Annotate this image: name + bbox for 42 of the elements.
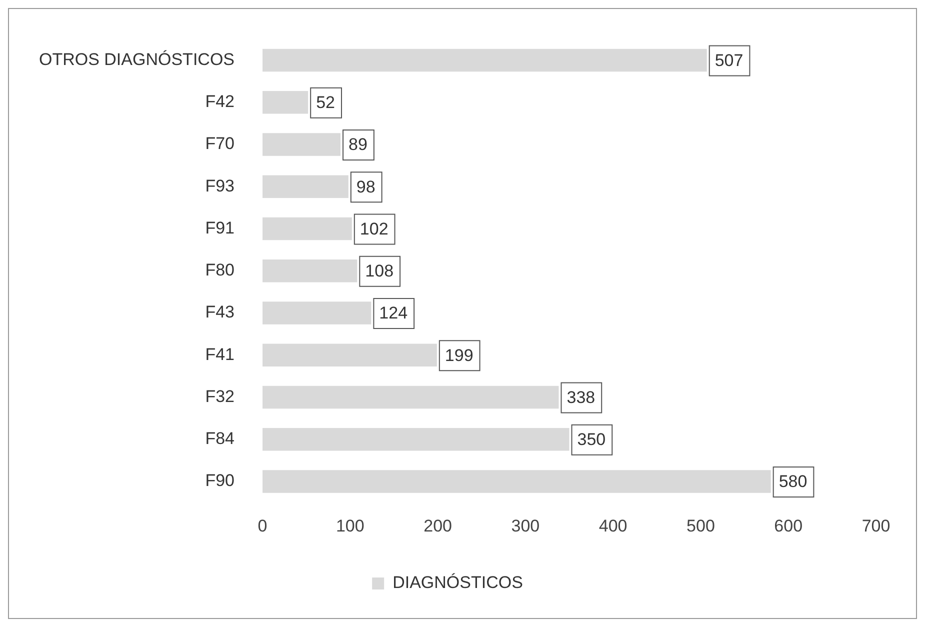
y-tick-label: F43	[205, 302, 235, 322]
y-tick-label: F90	[205, 471, 235, 490]
data-label: 580	[778, 472, 808, 492]
data-label: 98	[356, 177, 376, 196]
y-tick-label: F84	[205, 429, 235, 448]
bar	[262, 470, 771, 493]
x-tick-label: 700	[862, 516, 890, 536]
data-label: 52	[316, 93, 336, 112]
data-label: 124	[379, 304, 408, 323]
data-label: 102	[360, 219, 388, 238]
y-tick-label: F42	[205, 92, 235, 112]
data-label: 108	[365, 262, 394, 281]
bar	[262, 302, 372, 324]
bar	[262, 344, 437, 367]
legend-label: DIAGNÓSTICOS	[392, 573, 523, 592]
y-tick-label: F80	[205, 260, 235, 280]
data-label: 89	[348, 135, 368, 154]
bar	[262, 428, 570, 451]
x-tick-label: 600	[774, 516, 803, 536]
bar	[262, 133, 341, 156]
bar	[262, 386, 559, 409]
bar	[262, 175, 348, 198]
data-label: 507	[714, 50, 744, 70]
bar	[262, 217, 352, 240]
y-tick-label: F91	[205, 218, 235, 238]
y-tick-label: F32	[205, 386, 235, 406]
x-tick-label: 100	[336, 516, 364, 536]
bar	[262, 260, 358, 282]
x-tick-label: 200	[424, 516, 452, 536]
x-tick-label: 400	[598, 516, 628, 536]
y-tick-label: OTROS DIAGNÓSTICOS	[38, 50, 235, 69]
data-label: 338	[566, 388, 596, 407]
x-tick-label: 500	[686, 516, 715, 536]
y-tick-label: F93	[205, 176, 235, 196]
bar	[262, 91, 308, 114]
data-label: 199	[444, 346, 474, 365]
x-tick-label: 0	[258, 516, 268, 536]
x-tick-label: 300	[511, 516, 540, 536]
y-tick-label: F41	[205, 344, 235, 364]
bar	[262, 48, 707, 72]
data-label: 350	[577, 430, 606, 450]
y-tick-label: F70	[205, 134, 235, 154]
